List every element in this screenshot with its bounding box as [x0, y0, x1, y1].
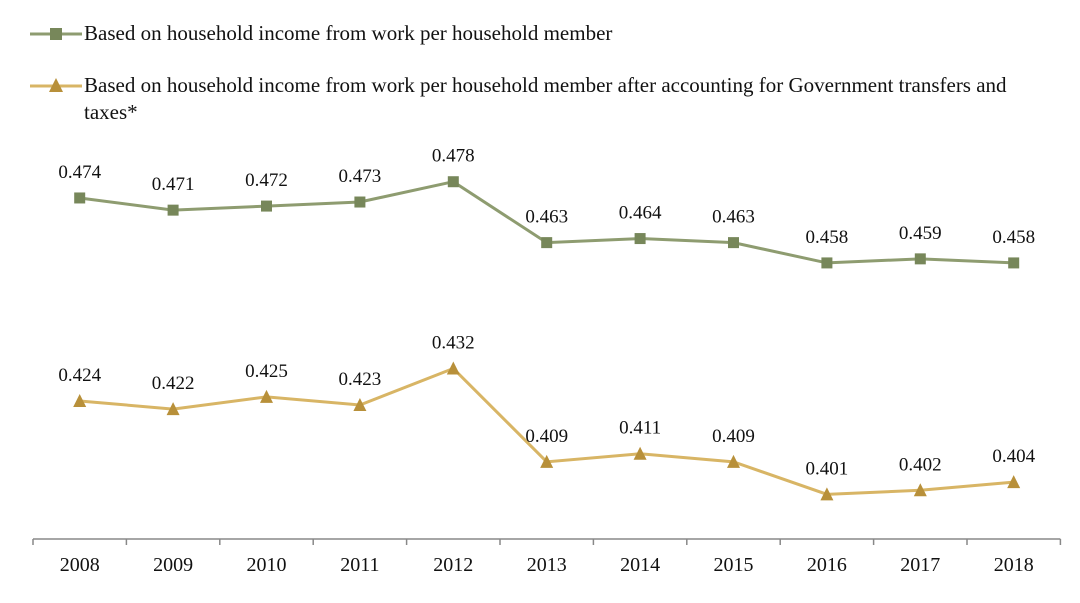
legend-triangle-marker-icon	[30, 78, 82, 92]
legend-label: Based on household income from work per …	[84, 21, 613, 45]
data-point-triangle	[166, 402, 180, 416]
data-point-triangle	[73, 393, 87, 407]
data-label: 0.409	[525, 426, 568, 447]
data-point-square	[1008, 257, 1020, 269]
legend-square-marker-icon	[30, 28, 82, 40]
x-tick-label: 2018	[994, 554, 1034, 576]
data-label: 0.472	[245, 170, 288, 191]
data-label: 0.402	[899, 454, 942, 475]
data-label: 0.424	[58, 365, 101, 386]
data-label: 0.471	[152, 174, 195, 195]
data-point-triangle	[260, 389, 273, 403]
x-tick-label: 2016	[807, 554, 847, 576]
data-label: 0.404	[992, 446, 1035, 467]
x-tick-label: 2013	[527, 554, 567, 576]
legend-label: Based on household income from work per …	[84, 73, 1007, 124]
data-label: 0.459	[899, 223, 942, 244]
data-point-triangle	[633, 446, 647, 460]
data-point-square	[728, 237, 739, 249]
data-point-square	[261, 200, 272, 212]
x-tick-label: 2017	[900, 554, 940, 576]
data-point-square	[74, 192, 86, 204]
data-point-square	[634, 233, 646, 245]
data-label: 0.409	[712, 426, 755, 447]
data-label: 0.463	[712, 207, 755, 228]
data-label: 0.401	[806, 458, 849, 479]
x-tick-label: 2015	[714, 554, 754, 576]
data-label: 0.425	[245, 361, 288, 382]
data-label: 0.463	[525, 207, 568, 228]
data-label: 0.474	[58, 162, 101, 183]
data-point-square	[167, 204, 179, 216]
x-tick-label: 2014	[620, 554, 660, 576]
data-point-triangle	[446, 361, 460, 375]
data-point-square	[354, 196, 366, 208]
x-tick-label: 2009	[153, 554, 193, 576]
data-point-square	[447, 176, 459, 188]
data-point-triangle	[727, 454, 740, 468]
data-point-triangle	[820, 487, 834, 501]
data-label: 0.411	[619, 418, 661, 439]
data-label: 0.473	[339, 166, 382, 187]
data-point-triangle	[1007, 475, 1021, 489]
data-label: 0.458	[806, 227, 849, 248]
data-point-square	[541, 237, 553, 249]
x-tick-label: 2011	[340, 554, 379, 576]
data-point-triangle	[540, 454, 554, 468]
data-point-square	[914, 253, 926, 265]
data-label: 0.464	[619, 203, 662, 224]
data-label: 0.478	[432, 146, 475, 167]
x-tick-label: 2010	[247, 554, 287, 576]
x-tick-label: 2008	[60, 554, 100, 576]
data-point-triangle	[353, 398, 367, 412]
data-point-square	[821, 257, 833, 269]
x-tick-label: 2012	[433, 554, 473, 576]
data-point-triangle	[913, 483, 927, 497]
data-label: 0.432	[432, 332, 475, 353]
data-label: 0.422	[152, 373, 195, 394]
data-label: 0.458	[992, 227, 1035, 248]
data-label: 0.423	[339, 369, 382, 390]
